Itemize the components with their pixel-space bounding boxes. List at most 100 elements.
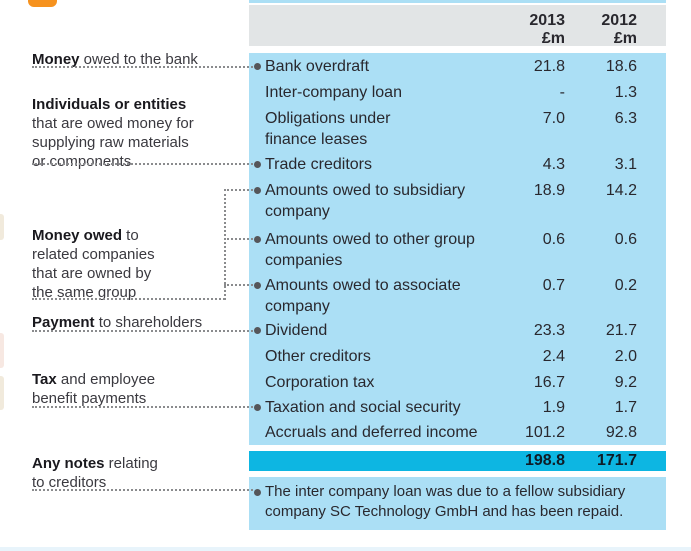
row-bullet-icon: [254, 63, 261, 70]
column-header-2013: 2013 £m: [529, 12, 565, 48]
row-label-line: Amounts owed to subsidiary: [265, 182, 466, 199]
row-value-2012: 14.2: [605, 182, 637, 199]
annotation-line: supplying raw materials: [32, 134, 189, 151]
row-label: Taxation and social security: [265, 397, 461, 418]
dotted-connector-line: [224, 284, 253, 286]
annotation-lead: Tax: [32, 371, 57, 388]
annotation-lead: Money owed: [32, 227, 123, 244]
row-label-line: Inter-company loan: [265, 84, 402, 101]
annotation-line: or components: [32, 153, 132, 170]
row-label-line: Amounts owed to associate: [265, 277, 461, 294]
annotation: Tax and employee benefit payments: [32, 370, 250, 408]
row-value-2013: 101.2: [524, 424, 565, 441]
creditors-table: 2013 £m 2012 £m Bank overdraft 21.8 18.6 In…: [249, 0, 666, 530]
annotation-line: the same group: [32, 284, 137, 301]
annotation-line: benefit payments: [32, 390, 147, 407]
row-label-line: company: [265, 298, 330, 315]
note-line: company SC Technology GmbH and has been …: [265, 503, 624, 520]
dotted-connector-line: [32, 163, 253, 165]
row-label: Corporation tax: [265, 372, 374, 393]
row-bullet-icon: [254, 282, 261, 289]
row-label-line: Corporation tax: [265, 374, 375, 391]
column-unit: £m: [541, 30, 565, 47]
row-bullet-icon: [254, 404, 261, 411]
page-edge-artifact: [0, 214, 4, 240]
row-value-2012: 21.7: [605, 322, 637, 339]
row-label-line: Dividend: [265, 322, 328, 339]
row-label-line: Other creditors: [265, 348, 371, 365]
annotation-line: related companies: [32, 246, 155, 263]
total-value-2012: 171.7: [596, 452, 637, 469]
row-value-2012: 18.6: [605, 58, 637, 75]
row-bullet-icon: [254, 187, 261, 194]
dotted-connector-line: [32, 330, 253, 332]
row-value-2013: -: [559, 84, 565, 101]
row-label: Trade creditors: [265, 154, 372, 175]
row-label-line: Trade creditors: [265, 156, 372, 173]
row-value-2013: 16.7: [533, 374, 565, 391]
dotted-connector-line: [32, 66, 253, 68]
row-label: Dividend: [265, 320, 327, 341]
row-label-line: Amounts owed to other group: [265, 231, 475, 248]
row-label: Obligations under finance leases: [265, 108, 390, 150]
table-body-background: [249, 53, 666, 445]
row-value-2012: 1.7: [614, 399, 637, 416]
row-label-line: finance leases: [265, 131, 368, 148]
annotation: Money owed to related companies that are o…: [32, 226, 250, 302]
page-edge-artifact: [0, 376, 4, 410]
row-label-line: Taxation and social security: [265, 399, 461, 416]
row-label: Amounts owed to associate company: [265, 275, 461, 317]
annotation-line: Money owed to: [32, 227, 139, 244]
dotted-connector-line: [32, 489, 253, 491]
row-value-2013: 0.7: [542, 277, 565, 294]
row-label-line: Obligations under: [265, 110, 391, 127]
row-value-2013: 1.9: [542, 399, 565, 416]
row-bullet-icon: [254, 236, 261, 243]
annotation: Any notes relating to creditors: [32, 454, 250, 492]
row-label: Inter-company loan: [265, 82, 402, 103]
annotation: Money owed to the bank: [32, 50, 250, 69]
dotted-connector-line: [224, 238, 253, 240]
annotation-line: Money owed to the bank: [32, 51, 198, 68]
annotation-line: to creditors: [32, 474, 107, 491]
row-label: Amounts owed to other group companies: [265, 229, 475, 271]
annotation-line: Tax and employee: [32, 371, 156, 388]
row-value-2013: 2.4: [542, 348, 565, 365]
row-label-line: companies: [265, 252, 343, 269]
dotted-connector-line: [32, 298, 225, 300]
row-label: Amounts owed to subsidiary company: [265, 180, 465, 222]
annotation-lead: Money: [32, 51, 80, 68]
annotation-line: that are owed money for: [32, 115, 194, 132]
row-label-line: company: [265, 203, 330, 220]
column-year: 2012: [601, 12, 637, 29]
note-bullet-icon: [254, 489, 261, 496]
annotation-lead: Any notes: [32, 455, 105, 472]
row-value-2013: 7.0: [542, 110, 565, 127]
dotted-connector-line: [32, 406, 253, 408]
dotted-connector-line: [224, 189, 253, 191]
annotation: Payment to shareholders: [32, 313, 250, 332]
annotation-line: that are owned by: [32, 265, 152, 282]
note-row: The inter company loan was due to a fell…: [249, 477, 666, 530]
row-value-2012: 0.6: [614, 231, 637, 248]
note-text: The inter company loan was due to a fell…: [265, 482, 625, 522]
row-value-2013: 21.8: [533, 58, 565, 75]
column-header-2012: 2012 £m: [601, 12, 637, 48]
total-value-2013: 198.8: [524, 452, 565, 469]
row-value-2013: 4.3: [542, 156, 565, 173]
orange-tab-decoration: [28, 0, 57, 7]
row-value-2013: 0.6: [542, 231, 565, 248]
row-label: Bank overdraft: [265, 56, 369, 77]
dotted-connector-line: [224, 189, 226, 300]
row-value-2012: 92.8: [605, 424, 637, 441]
annotation-lead: Individuals or entities: [32, 96, 187, 113]
annotation-lead: Payment: [32, 314, 95, 331]
table-top-strip: [249, 0, 666, 3]
row-bullet-icon: [254, 327, 261, 334]
row-bullet-icon: [254, 161, 261, 168]
row-value-2012: 2.0: [614, 348, 637, 365]
annotation: Individuals or entities that are owed mon…: [32, 95, 250, 171]
row-value-2013: 23.3: [533, 322, 565, 339]
row-label: Accruals and deferred income: [265, 422, 478, 443]
